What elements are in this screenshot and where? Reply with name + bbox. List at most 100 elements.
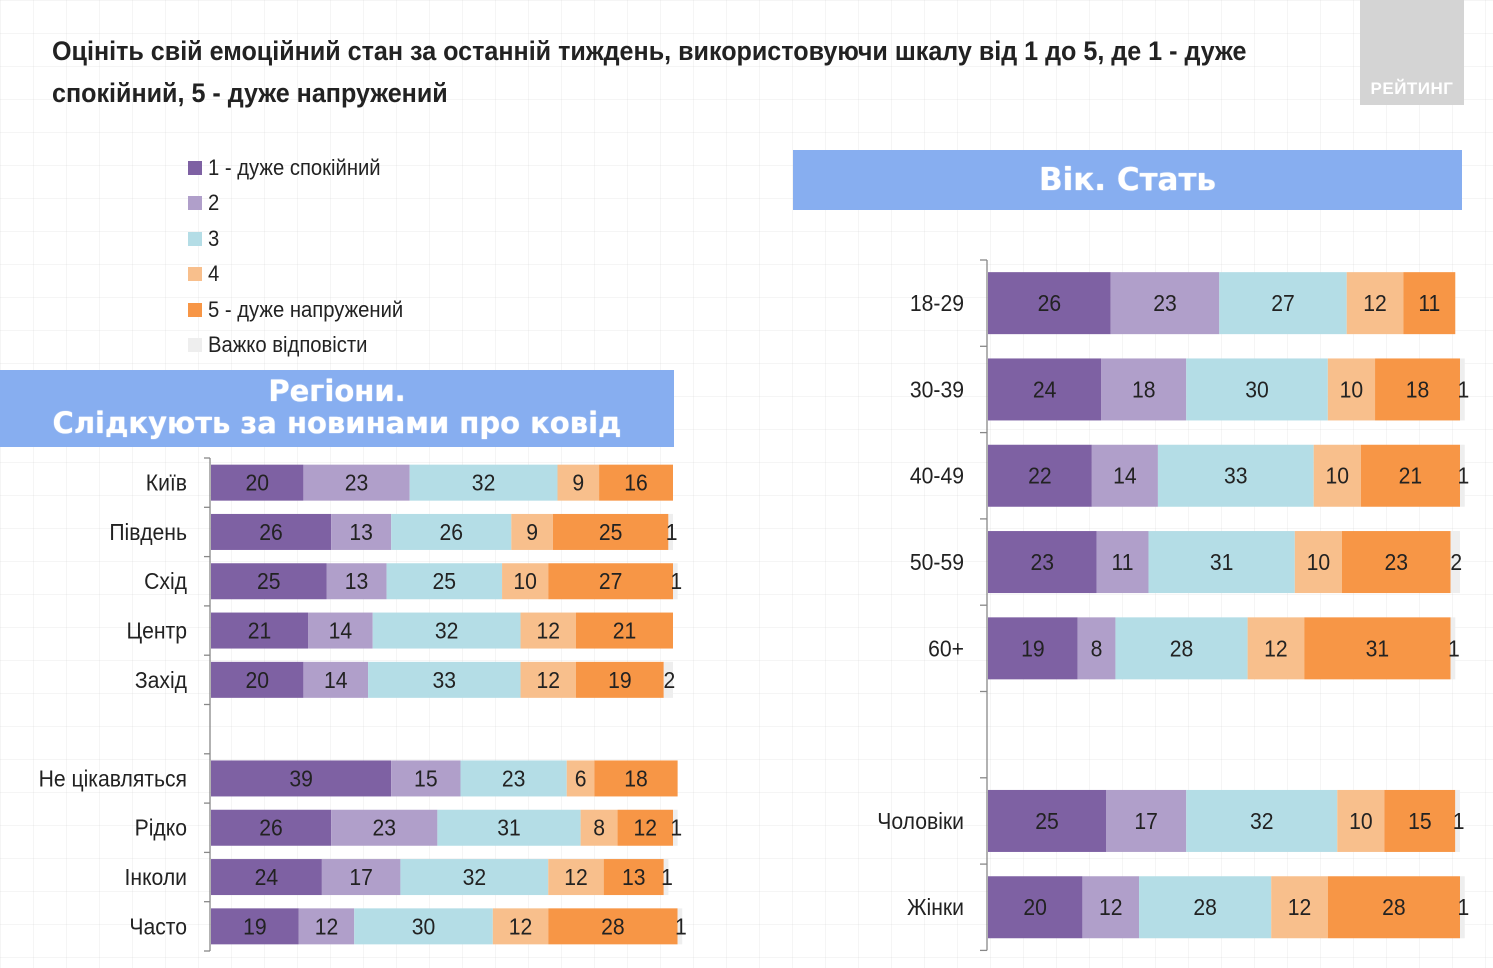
age-gender-bar-segment bbox=[1337, 789, 1385, 852]
age-gender-value-label: 8 bbox=[1091, 636, 1103, 662]
regions-bar-segment bbox=[557, 464, 600, 501]
regions-bar-segment bbox=[617, 809, 673, 846]
age-gender-value-label: 15 bbox=[1408, 808, 1432, 834]
regions-value-label: 12 bbox=[564, 864, 588, 890]
regions-value-label: 2 bbox=[664, 667, 676, 693]
age-gender-bar-segment bbox=[1342, 531, 1451, 594]
age-gender-bar-segment bbox=[1077, 617, 1116, 680]
regions-value-label: 30 bbox=[412, 914, 436, 940]
age-gender-value-label: 22 bbox=[1028, 463, 1052, 489]
regions-value-label: 21 bbox=[613, 618, 637, 644]
age-gender-bar-segment bbox=[1384, 789, 1456, 852]
age-gender-bar-segment bbox=[1247, 617, 1305, 680]
regions-value-label: 13 bbox=[622, 864, 646, 890]
regions-value-label: 31 bbox=[497, 815, 521, 841]
age-gender-bar-segment bbox=[988, 617, 1078, 680]
regions-value-label: 14 bbox=[324, 667, 348, 693]
age-gender-bar-segment bbox=[1313, 444, 1361, 507]
age-gender-value-label: 12 bbox=[1288, 894, 1312, 920]
legend-label-1: 1 - дуже спокійний bbox=[208, 154, 381, 180]
age-gender-value-label: 1 bbox=[1457, 894, 1469, 920]
regions-bar-segment bbox=[548, 563, 673, 600]
age-gender-bar-segment bbox=[1157, 444, 1314, 507]
regions-bar-segment bbox=[677, 908, 683, 945]
regions-bar-segment bbox=[211, 513, 332, 550]
regions-bar-segment bbox=[575, 612, 673, 649]
age-gender-value-label: 21 bbox=[1399, 463, 1423, 489]
regions-bar-segment bbox=[211, 464, 304, 501]
legend-item-5: 5 - дуже напружений bbox=[188, 292, 420, 328]
legend-label-4: 4 bbox=[208, 261, 220, 287]
regions-bar-segment bbox=[502, 563, 549, 600]
regions-category-label: Часто bbox=[129, 914, 187, 940]
age-gender-value-label: 26 bbox=[1038, 290, 1062, 316]
regions-bar-segment bbox=[326, 563, 387, 600]
regions-category-label: Захід bbox=[135, 667, 187, 693]
age-gender-bar-segment bbox=[988, 358, 1102, 421]
age-gender-bar-segment bbox=[1460, 358, 1465, 421]
age-gender-value-label: 1 bbox=[1457, 463, 1469, 489]
regions-bar-segment bbox=[386, 563, 503, 600]
legend-label-2: 2 bbox=[208, 190, 220, 216]
age-gender-bar-segment bbox=[1110, 272, 1220, 335]
age-gender-bar-segment bbox=[1455, 789, 1460, 852]
age-gender-value-label: 23 bbox=[1153, 290, 1177, 316]
age-gender-bar-segment bbox=[988, 272, 1111, 335]
regions-bar-segment bbox=[331, 513, 392, 550]
regions-bar-segment bbox=[331, 809, 438, 846]
age-gender-category-label: 18-29 bbox=[910, 290, 964, 316]
regions-bar-segment bbox=[520, 661, 576, 698]
age-gender-value-label: 19 bbox=[1021, 636, 1045, 662]
regions-value-label: 1 bbox=[666, 519, 678, 545]
regions-bar-segment bbox=[211, 908, 299, 945]
regions-value-label: 18 bbox=[624, 766, 648, 792]
regions-value-label: 10 bbox=[513, 568, 537, 594]
legend-item-1: 1 - дуже спокійний bbox=[188, 150, 420, 186]
regions-bar-segment bbox=[580, 809, 618, 846]
age-gender-category-label: 40-49 bbox=[910, 463, 964, 489]
age-gender-value-label: 10 bbox=[1340, 377, 1364, 403]
regions-value-label: 12 bbox=[315, 914, 339, 940]
chart-title: Оцініть свій емоційний стан за останній … bbox=[52, 36, 1247, 108]
age-gender-value-label: 14 bbox=[1113, 463, 1137, 489]
regions-value-label: 12 bbox=[509, 914, 533, 940]
age-gender-value-label: 10 bbox=[1349, 808, 1373, 834]
age-gender-value-label: 32 bbox=[1250, 808, 1274, 834]
regions-category-label: Південь bbox=[109, 519, 187, 545]
regions-category-label: Схід bbox=[144, 568, 187, 594]
regions-value-label: 26 bbox=[439, 519, 463, 545]
age-gender-bar-segment bbox=[1186, 789, 1338, 852]
age-gender-bar-segment bbox=[1139, 876, 1272, 939]
regions-bar-segment bbox=[594, 760, 678, 797]
regions-bar-segment bbox=[211, 859, 322, 896]
age-gender-value-label: 27 bbox=[1271, 290, 1295, 316]
age-gender-value-label: 18 bbox=[1406, 377, 1430, 403]
age-gender-bar-segment bbox=[1327, 358, 1376, 421]
regions-bar-segment bbox=[321, 859, 401, 896]
regions-bar-segment bbox=[437, 809, 581, 846]
regions-bar-segment bbox=[548, 859, 604, 896]
regions-bar-segment bbox=[548, 908, 678, 945]
age-gender-value-label: 12 bbox=[1099, 894, 1123, 920]
regions-bar-segment bbox=[511, 513, 553, 550]
age-gender-category-label: 30-39 bbox=[910, 377, 964, 403]
regions-value-label: 14 bbox=[329, 618, 353, 644]
regions-value-label: 1 bbox=[670, 815, 682, 841]
regions-bar-segment bbox=[303, 464, 410, 501]
regions-value-label: 15 bbox=[414, 766, 438, 792]
age-gender-bar-segment bbox=[1460, 444, 1465, 507]
age-gender-value-label: 33 bbox=[1224, 463, 1248, 489]
regions-value-label: 32 bbox=[472, 470, 496, 496]
legend-swatch-2 bbox=[188, 196, 202, 211]
regions-category-label: Центр bbox=[126, 618, 187, 644]
regions-bar-segment bbox=[391, 760, 461, 797]
age-gender-value-label: 11 bbox=[1112, 549, 1134, 575]
legend-label-3: 3 bbox=[208, 225, 220, 251]
regions-bar-segment bbox=[673, 563, 678, 600]
legend-label-5: 5 - дуже напружений bbox=[208, 296, 404, 322]
regions-bar-segment bbox=[460, 760, 567, 797]
regions-bar-segment bbox=[673, 809, 678, 846]
